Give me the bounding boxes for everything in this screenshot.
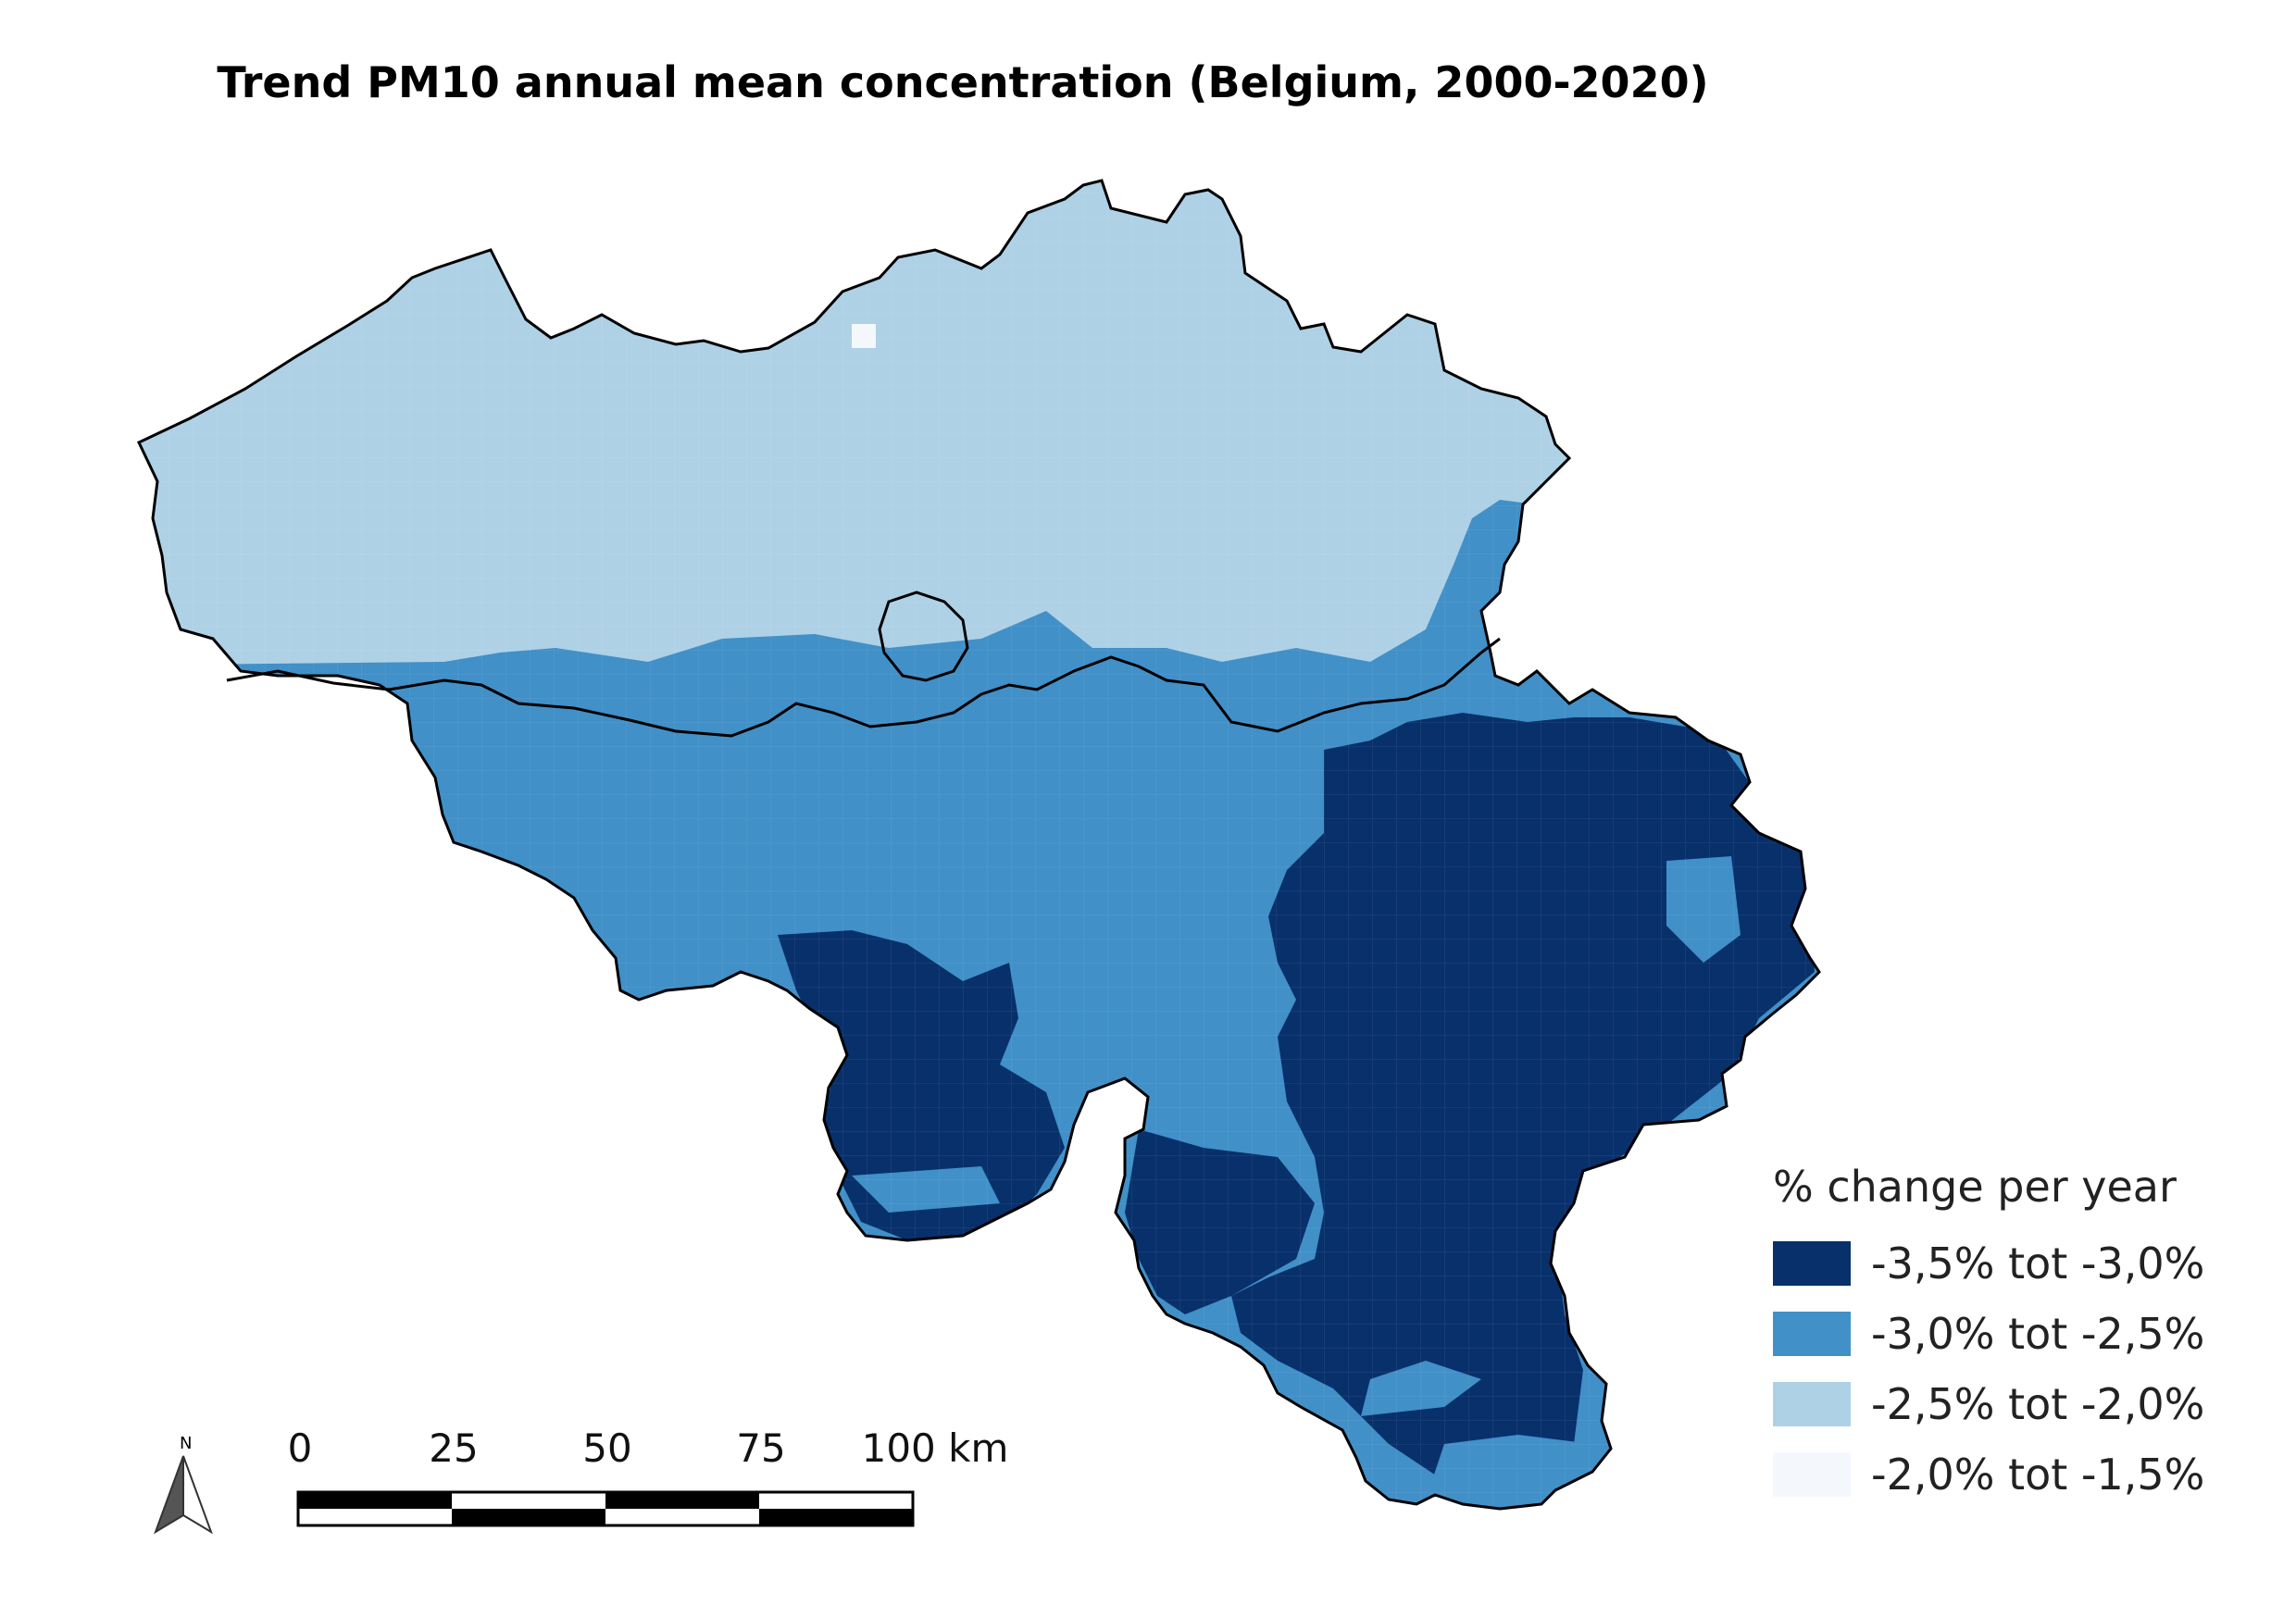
map-title: Trend PM10 annual mean concentration (Be… [217, 57, 1709, 107]
scale-tick-label: 50 [582, 1425, 632, 1471]
scale-tick-label: 100 km [861, 1425, 1009, 1471]
legend-item: -2,5% tot -2,0% [1773, 1369, 2204, 1439]
scale-tick-label: 25 [429, 1425, 479, 1471]
legend-swatch [1773, 1241, 1851, 1286]
legend: % change per year -3,5% tot -3,0% -3,0% … [1773, 1162, 2204, 1510]
legend-label: -3,5% tot -3,0% [1871, 1238, 2205, 1288]
legend-item: -3,0% tot -2,5% [1773, 1299, 2204, 1369]
scale-bar-graphic [296, 1490, 915, 1527]
legend-swatch [1773, 1452, 1851, 1497]
scale-tick-label: 75 [736, 1425, 786, 1471]
north-label: N [180, 1434, 192, 1453]
scale-bar: 0 25 50 75 100 km [288, 1425, 1008, 1527]
scale-tick-label: 0 [287, 1425, 313, 1471]
legend-item: -3,5% tot -3,0% [1773, 1228, 2204, 1299]
north-arrow-icon: N [148, 1430, 222, 1545]
legend-item: -2,0% tot -1,5% [1773, 1439, 2204, 1510]
legend-label: -2,0% tot -1,5% [1871, 1450, 2205, 1500]
legend-title: % change per year [1773, 1162, 2177, 1212]
legend-swatch [1773, 1312, 1851, 1356]
legend-label: -3,0% tot -2,5% [1871, 1309, 2205, 1359]
legend-label: -2,5% tot -2,0% [1871, 1379, 2205, 1429]
legend-swatch [1773, 1382, 1851, 1426]
